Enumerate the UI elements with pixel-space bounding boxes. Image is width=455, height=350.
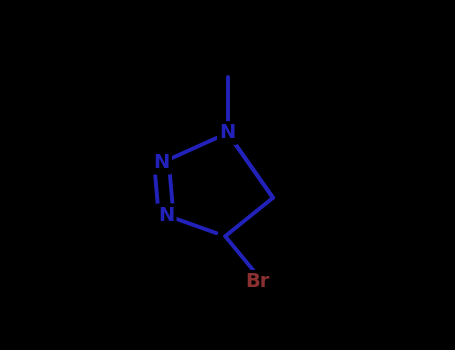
Text: N: N: [153, 153, 170, 172]
Text: N: N: [219, 124, 236, 142]
Text: Br: Br: [245, 272, 269, 291]
Text: N: N: [158, 206, 174, 225]
